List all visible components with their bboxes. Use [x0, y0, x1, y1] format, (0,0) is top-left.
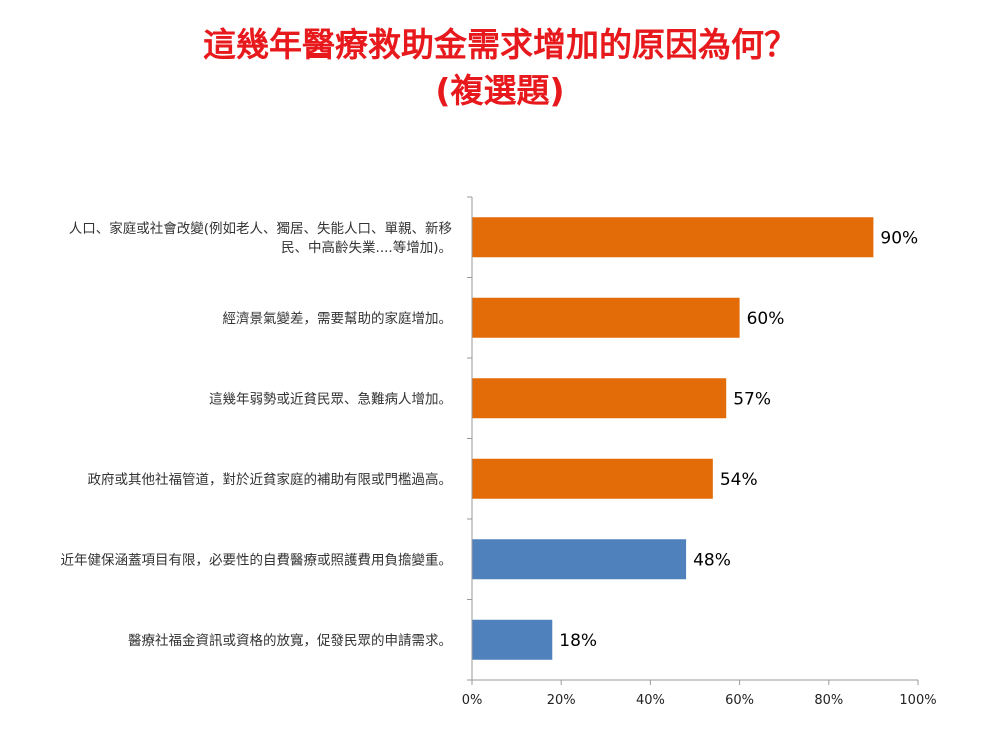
- x-tick-label-40: 40%: [636, 693, 665, 708]
- bar-2: [472, 297, 740, 338]
- category-labels: 人口、家庭或社會改變(例如老人、獨居、失能人口、單親、新移民、中高齡失業....…: [61, 220, 453, 649]
- bar-6: [472, 619, 553, 660]
- x-tick-label-60: 60%: [725, 693, 754, 708]
- value-labels: 90% 60% 57% 54% 48% 18%: [559, 228, 918, 651]
- value-label-3: 57%: [733, 389, 771, 409]
- chart-title: 這幾年醫療救助金需求增加的原因為何？ (複選題): [0, 22, 1000, 114]
- category-label-1-line2: 民、中高齡失業....等增加)。: [281, 239, 452, 256]
- bar-1: [472, 217, 874, 258]
- chart-title-line1: 這幾年醫療救助金需求增加的原因為何？: [203, 25, 797, 64]
- x-tick-label-0: 0%: [462, 693, 483, 708]
- value-label-1: 90%: [880, 228, 918, 248]
- category-label-4: 政府或其他社福管道，對於近貧家庭的補助有限或門檻過高。: [88, 471, 453, 488]
- axes: 0% 20% 40% 60% 80% 100%: [462, 196, 937, 708]
- bar-5: [472, 539, 687, 580]
- category-label-2: 經濟景氣變差，需要幫助的家庭增加。: [223, 310, 453, 327]
- chart-title-line2: (複選題): [435, 71, 565, 110]
- x-tick-label-80: 80%: [814, 693, 843, 708]
- value-label-5: 48%: [693, 550, 731, 570]
- category-label-3: 這幾年弱勢或近貧民眾、急難病人增加。: [209, 391, 452, 407]
- category-label-5: 近年健保涵蓋項目有限，必要性的自費醫療或照護費用負擔變重。: [61, 551, 453, 568]
- x-tick-label-100: 100%: [899, 693, 936, 708]
- bar-4: [472, 458, 713, 499]
- category-label-6: 醫療社福金資訊或資格的放寬，促發民眾的申請需求。: [128, 632, 452, 649]
- value-label-6: 18%: [559, 631, 597, 651]
- bars-layer: [472, 217, 874, 660]
- x-tick-label-20: 20%: [547, 693, 576, 708]
- category-label-1-line1: 人口、家庭或社會改變(例如老人、獨居、失能人口、單親、新移: [69, 220, 452, 237]
- bar-3: [472, 378, 727, 419]
- value-label-2: 60%: [747, 309, 785, 329]
- value-label-4: 54%: [720, 470, 758, 490]
